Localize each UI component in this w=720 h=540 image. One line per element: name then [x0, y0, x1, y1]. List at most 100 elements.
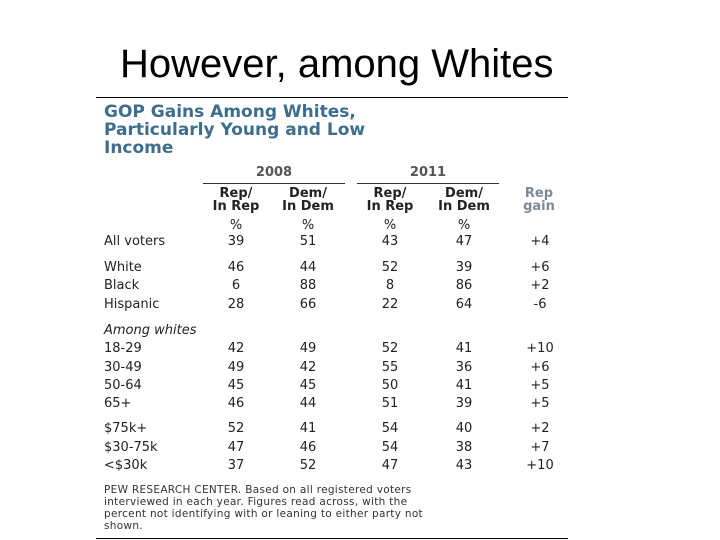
cell-dem-2011: 40 — [455, 421, 473, 436]
headline-line: GOP Gains Among Whites, — [104, 102, 356, 122]
row-label: 65+ — [104, 396, 132, 411]
cell-rep-2008: 47 — [227, 440, 245, 455]
cell-rep-2011: 51 — [381, 396, 399, 411]
table-row: 65+ 46 44 51 39 +5 — [104, 396, 574, 414]
row-label: 50-64 — [104, 378, 142, 393]
row-label: $75k+ — [104, 421, 148, 436]
cell-rep-2008: 28 — [227, 297, 245, 312]
cell-dem-2008: 51 — [299, 234, 317, 249]
cell-rep-2011: 52 — [381, 341, 399, 356]
column-header-rep-2008: Rep/ In Rep — [212, 186, 260, 214]
cell-dem-2008: 52 — [299, 458, 317, 473]
footnote-line: percent not identifying with or leaning … — [104, 508, 423, 520]
cell-dem-2011: 41 — [455, 341, 473, 356]
cell-dem-2008: 45 — [299, 378, 317, 393]
percent-symbol: % — [229, 218, 243, 233]
row-label: Hispanic — [104, 297, 160, 312]
row-label: 30-49 — [104, 360, 142, 375]
cell-dem-2011: 36 — [455, 360, 473, 375]
bottom-rule — [96, 538, 568, 539]
column-header-dem-2011: Dem/ In Dem — [438, 186, 490, 214]
percent-symbol: % — [301, 218, 315, 233]
table-row: <$30k 37 52 47 43 +10 — [104, 458, 574, 476]
cell-dem-2011: 38 — [455, 440, 473, 455]
cell-rep-2008: 46 — [227, 396, 245, 411]
cell-rep-gain: +2 — [530, 278, 550, 293]
table-row: Black 6 88 8 86 +2 — [104, 278, 574, 296]
cell-dem-2011: 86 — [455, 278, 473, 293]
year-2008-underline — [203, 183, 345, 184]
cell-rep-2011: 55 — [381, 360, 399, 375]
footnote-line: shown. — [104, 520, 143, 532]
row-label: 18-29 — [104, 341, 142, 356]
year-2011: 2011 — [409, 165, 447, 180]
cell-rep-2008: 42 — [227, 341, 245, 356]
row-label: Black — [104, 278, 140, 293]
cell-rep-2011: 47 — [381, 458, 399, 473]
cell-dem-2008: 66 — [299, 297, 317, 312]
source-footnote: PEW RESEARCH CENTER. Based on all regist… — [104, 484, 554, 532]
cell-rep-gain: +10 — [526, 458, 554, 473]
cell-rep-gain: +2 — [530, 421, 550, 436]
cell-dem-2008: 44 — [299, 396, 317, 411]
year-2011-underline — [357, 183, 499, 184]
headline-line: Income — [104, 138, 174, 158]
cell-rep-gain: +4 — [530, 234, 550, 249]
table-row: 18-29 42 49 52 41 +10 — [104, 341, 574, 359]
table-row: $75k+ 52 41 54 40 +2 — [104, 421, 574, 439]
table-row: White 46 44 52 39 +6 — [104, 260, 574, 278]
cell-rep-2008: 37 — [227, 458, 245, 473]
cell-dem-2008: 49 — [299, 341, 317, 356]
table-headline: GOP Gains Among Whites, Particularly You… — [104, 103, 365, 157]
cell-rep-gain: +6 — [530, 260, 550, 275]
row-label: White — [104, 260, 142, 275]
footnote-line: PEW RESEARCH CENTER. Based on all regist… — [104, 484, 412, 496]
cell-rep-2011: 54 — [381, 421, 399, 436]
column-header-rep-2011: Rep/ In Rep — [366, 186, 414, 214]
top-rule — [96, 97, 568, 98]
cell-dem-2011: 39 — [455, 260, 473, 275]
column-header-rep-gain: Rep gain — [523, 186, 555, 214]
row-label: All voters — [104, 234, 166, 249]
year-2008: 2008 — [255, 165, 293, 180]
cell-dem-2011: 39 — [455, 396, 473, 411]
cell-dem-2008: 46 — [299, 440, 317, 455]
cell-dem-2008: 44 — [299, 260, 317, 275]
cell-rep-2011: 50 — [381, 378, 399, 393]
cell-rep-2011: 43 — [381, 234, 399, 249]
cell-rep-2011: 54 — [381, 440, 399, 455]
cell-rep-2008: 52 — [227, 421, 245, 436]
cell-dem-2008: 42 — [299, 360, 317, 375]
cell-rep-2011: 52 — [381, 260, 399, 275]
cell-rep-2008: 49 — [227, 360, 245, 375]
percent-symbol: % — [457, 218, 471, 233]
cell-rep-gain: +7 — [530, 440, 550, 455]
cell-rep-2011: 8 — [385, 278, 395, 293]
cell-dem-2008: 88 — [299, 278, 317, 293]
table-row: All voters 39 51 43 47 +4 — [104, 234, 574, 252]
cell-dem-2011: 43 — [455, 458, 473, 473]
cell-rep-gain: +6 — [530, 360, 550, 375]
row-label: $30-75k — [104, 440, 158, 455]
cell-rep-gain: +10 — [526, 341, 554, 356]
cell-rep-2008: 39 — [227, 234, 245, 249]
headline-line: Particularly Young and Low — [104, 120, 366, 140]
cell-rep-2008: 45 — [227, 378, 245, 393]
cell-dem-2011: 64 — [455, 297, 473, 312]
row-label: <$30k — [104, 458, 148, 473]
cell-rep-gain: +5 — [530, 396, 550, 411]
cell-dem-2008: 41 — [299, 421, 317, 436]
table-row: 50-64 45 45 50 41 +5 — [104, 378, 574, 396]
percent-symbol: % — [383, 218, 397, 233]
cell-rep-2008: 46 — [227, 260, 245, 275]
section-subhead: Among whites — [104, 323, 197, 338]
cell-rep-gain: +5 — [530, 378, 550, 393]
cell-rep-gain: -6 — [533, 297, 547, 312]
cell-dem-2011: 41 — [455, 378, 473, 393]
table-row: 30-49 49 42 55 36 +6 — [104, 360, 574, 378]
column-header-dem-2008: Dem/ In Dem — [282, 186, 334, 214]
cell-dem-2011: 47 — [455, 234, 473, 249]
slide-title: However, among Whites — [120, 42, 554, 86]
table-row: Hispanic 28 66 22 64 -6 — [104, 297, 574, 315]
table-row: $30-75k 47 46 54 38 +7 — [104, 440, 574, 458]
